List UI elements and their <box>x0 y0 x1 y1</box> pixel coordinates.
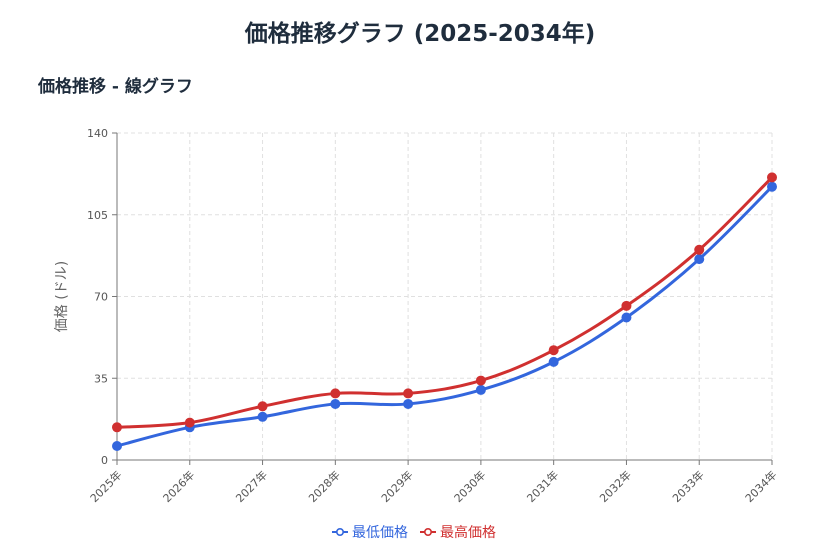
chart-series <box>112 172 777 451</box>
chart-legend: 最低価格 最高価格 <box>332 524 496 541</box>
data-point[interactable] <box>767 172 777 183</box>
data-point[interactable] <box>184 417 195 428</box>
data-point[interactable] <box>257 401 268 412</box>
series-line <box>116 185 774 448</box>
y-axis-ticks: 0 35 70 105 140 <box>87 127 117 467</box>
data-point[interactable] <box>403 388 414 399</box>
data-point[interactable] <box>621 300 632 311</box>
x-tick-label: 2031年 <box>524 468 561 505</box>
data-point[interactable] <box>694 254 705 265</box>
y-tick-label: 35 <box>94 372 108 385</box>
legend-label: 最高価格 <box>440 524 496 541</box>
series-1 <box>112 172 777 433</box>
page-title: 価格推移グラフ (2025-2034年) <box>244 21 596 47</box>
data-point[interactable] <box>548 345 559 356</box>
legend-marker <box>423 527 432 536</box>
x-axis-ticks: 2025年 2026年 2027年 2028年 2029年 2030年 2031年 2032年… <box>87 460 780 505</box>
legend-marker <box>335 527 344 536</box>
chart-section-title: 価格推移 - 線グラフ <box>38 77 193 97</box>
data-point[interactable] <box>257 411 268 422</box>
x-tick-label: 2032年 <box>597 468 634 505</box>
data-point[interactable] <box>403 398 414 409</box>
data-point[interactable] <box>330 398 341 409</box>
y-tick-label: 0 <box>101 454 108 467</box>
y-tick-label: 70 <box>94 291 108 304</box>
data-point[interactable] <box>475 375 486 386</box>
legend-item-1[interactable]: 最高価格 <box>420 524 496 541</box>
series-line <box>116 176 774 429</box>
legend-item-0[interactable]: 最低価格 <box>332 525 408 541</box>
x-tick-label: 2027年 <box>233 468 270 505</box>
y-tick-label: 105 <box>87 209 108 222</box>
data-point[interactable] <box>112 440 122 451</box>
data-point[interactable] <box>548 356 559 367</box>
y-tick-label: 140 <box>87 127 108 140</box>
y-axis-title: 価格 (ドル) <box>54 261 70 332</box>
data-point[interactable] <box>694 244 705 255</box>
data-point[interactable] <box>112 422 122 433</box>
chart-grid <box>117 132 773 460</box>
series-0 <box>112 181 777 451</box>
x-tick-label: 2030年 <box>451 468 488 505</box>
legend-label: 最低価格 <box>352 525 408 541</box>
x-tick-label: 2028年 <box>305 468 342 505</box>
data-point[interactable] <box>621 312 632 323</box>
x-tick-label: 2034年 <box>742 468 779 505</box>
data-point[interactable] <box>475 384 486 395</box>
x-tick-label: 2026年 <box>160 468 197 505</box>
x-tick-label: 2033年 <box>669 468 706 505</box>
data-point[interactable] <box>767 181 777 192</box>
data-point[interactable] <box>330 388 341 399</box>
x-tick-label: 2029年 <box>378 468 415 505</box>
x-tick-label: 2025年 <box>87 468 124 505</box>
